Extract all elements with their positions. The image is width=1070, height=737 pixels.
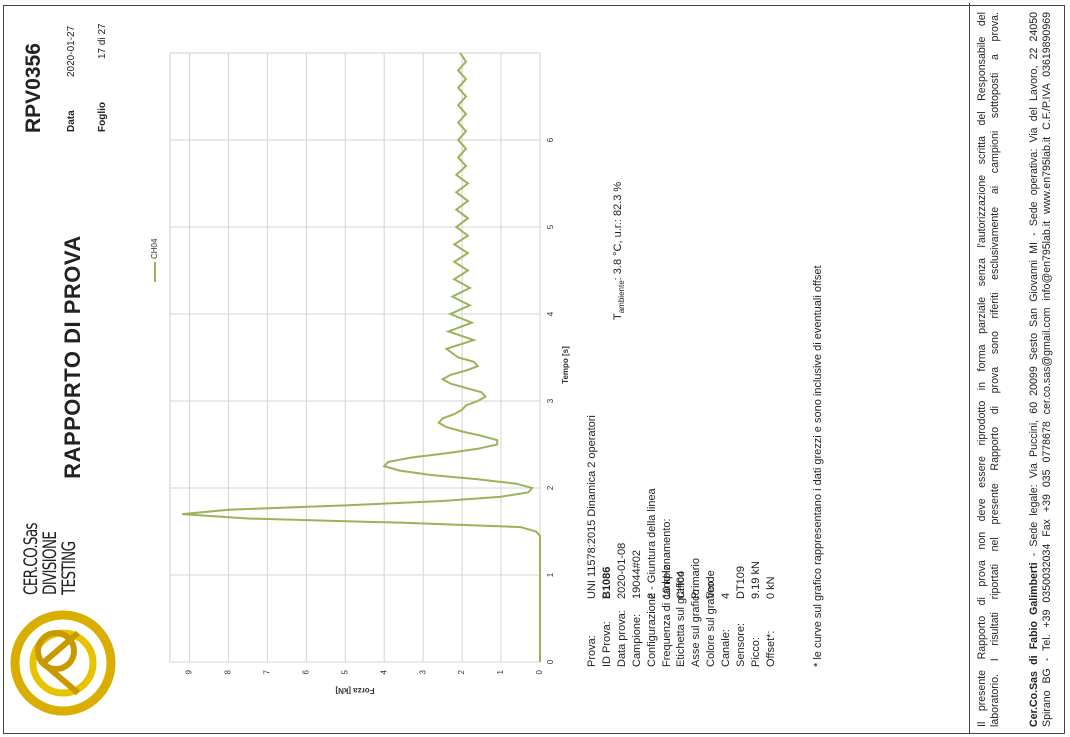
x-tick-label: 5 [546,224,555,229]
info-value: B1086 [600,566,613,599]
company-line: Cer.Co.Sas di Fabio Galimberti - Sede le… [1028,12,1041,727]
company-contacts: Spirano BG - Tel. +39 0350032034 Fax +39… [1040,12,1053,727]
info-row: Data prova: 2020-01-08 [615,542,628,667]
company-info: Cer.Co.Sas di Fabio Galimberti - Sede le… [1028,12,1053,727]
y-tick-label: 0 [535,669,544,674]
note: * le curve sul grafico rappresentano i d… [812,265,824,667]
x-tick-label: 6 [546,137,555,142]
x-axis-label: Tempo [s] [561,346,570,384]
report-title: RAPPORTO DI PROVA [60,235,85,479]
info-value: 19044#02 [630,550,643,599]
info-value: 4 [720,592,733,599]
info-row: Configurazione 2 - Giuntura della linea [645,488,658,667]
x-tick-label: 0 [546,659,555,664]
y-tick-label: 1 [496,669,505,674]
info-value: Primario [690,558,703,599]
info-row: Prova: UNI 11578:2015 Dinamica 2 operator… [586,415,598,667]
legend-label: CH04 [150,238,159,259]
company-name: Cer.Co.Sas di Fabio Galimberti [1028,562,1040,727]
y-tick-label: 4 [379,669,388,674]
info-row: Etichetta sul grafico CH04 [675,570,688,667]
y-tick-label: 8 [224,669,233,674]
x-tick-label: 3 [546,398,555,403]
info-row: Sensore: DT109 [735,565,748,667]
info-row: Frequenza di campionamento: 10 kHz [660,518,673,667]
y-tick-label: 9 [185,669,194,674]
test-info: Prova: UNI 11578:2015 Dinamica 2 operator… [585,415,779,667]
disclaimer-line: laboratorio. I risultati riportati nel p… [988,12,1001,727]
logo [10,610,116,716]
info-row: Colore sul grafico Verde [705,570,718,667]
info-value: 2020-01-08 [615,542,628,599]
ambient-conditions: Tambiente: 3.8 °C, u.r.: 82.3 % [612,182,626,320]
info-value: 9.19 kN [749,561,762,599]
plot-area [169,52,541,663]
x-tick-label: 2 [546,485,555,490]
ambient-subscript: ambiente [617,280,627,314]
chart: Forza [kN] Tempo [s] 0 1 2 3 4 5 6 7 8 9 0 1 2 3 4 5 6 CH… [150,52,570,695]
info-row: Picco: 9.19 kN [749,561,762,667]
info-value: UNI 11578:2015 Dinamica 2 operatori [586,415,598,599]
y-tick-label: 3 [418,669,427,674]
info-row: Offset*: 0 kN [764,576,777,667]
y-tick-label: 5 [340,669,349,674]
info-value: 0 kN [764,576,777,599]
info-value: Verde [705,570,718,599]
date-label: Data [66,110,77,132]
sheet-label: Foglio [97,102,108,132]
y-axis-label: Forza [kN] [335,686,374,695]
x-tick-label: 1 [546,572,555,577]
ambient-text: : 3.8 °C, u.r.: 82.3 % [612,181,624,281]
company-address: - Sede legale: Via Puccini, 60 20099 Ses… [1028,12,1040,563]
date-value: 2020-01-27 [66,25,77,77]
data-line [182,52,541,662]
info-value: 10 kHz [660,564,673,599]
disclaimer: Il presente Rapporto di prova non deve e… [976,12,1001,727]
info-row: Canale: 4 [720,592,733,667]
info-value: CH04 [675,570,688,599]
info-value: 2 - Giuntura della linea [645,488,658,599]
x-tick-label: 4 [546,311,555,316]
footer-separator [969,3,970,734]
ambient-symbol: T [612,313,624,320]
y-tick-label: 2 [457,669,466,674]
y-tick-label: 6 [301,669,310,674]
y-tick-label: 7 [262,669,271,674]
info-row: Asse sul grafico Primario [690,558,703,667]
sheet-value: 17 di 27 [97,23,108,59]
info-row: Campione: 19044#02 [630,550,643,667]
info-row: ID Prova: B1086 [600,566,613,667]
disclaimer-line: Il presente Rapporto di prova non deve e… [976,12,988,727]
report-id: RPV0356 [22,43,45,133]
info-value: DT109 [735,565,748,599]
